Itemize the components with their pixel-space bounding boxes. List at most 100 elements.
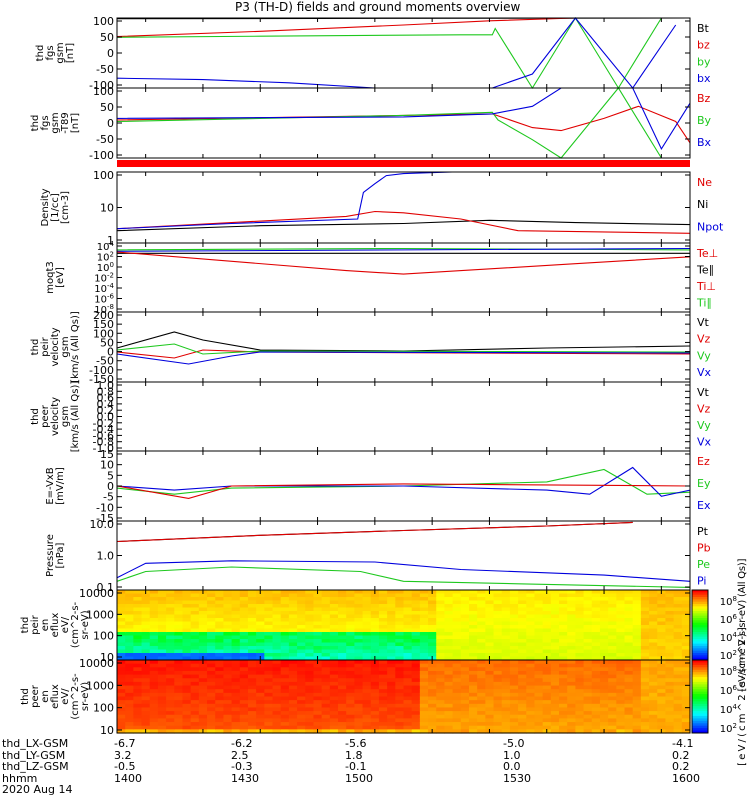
heatmap-cell: [657, 722, 667, 727]
heatmap-cell: [395, 618, 405, 623]
heatmap-cell: [485, 635, 495, 640]
heatmap-cell: [485, 667, 495, 672]
x-axis-block: thd_LX-GSM thd_LY-GSM thd_LZ-GSM hhmm 20…: [2, 738, 72, 796]
colorbar-segment: [692, 718, 708, 722]
heatmap-cell: [526, 663, 536, 668]
heatmap-cell: [632, 714, 642, 719]
heatmap-cell: [378, 667, 388, 672]
legend-entry: Ez: [697, 455, 710, 468]
heatmap-cell: [166, 642, 175, 647]
y-tick-label: 102: [97, 251, 114, 264]
heatmap-cell: [559, 718, 568, 723]
heatmap-cell: [190, 718, 200, 723]
heatmap-cell: [297, 604, 306, 609]
heatmap-cell: [665, 649, 675, 654]
heatmap-cell: [518, 653, 527, 658]
heatmap-cell: [657, 621, 667, 626]
heatmap-cell: [338, 678, 347, 683]
heatmap-cell: [608, 621, 617, 626]
heatmap-cell: [599, 707, 609, 712]
y-tick-label: 0: [107, 346, 114, 359]
heatmap-cell: [477, 685, 486, 690]
heatmap-cell: [338, 646, 347, 651]
heatmap-cell: [550, 725, 560, 730]
heatmap-cell: [419, 681, 429, 687]
legend-entry: Vz: [697, 333, 711, 346]
colorbar-segment: [692, 634, 708, 638]
heatmap-cell: [452, 692, 462, 698]
heatmap-cell: [141, 685, 151, 690]
heatmap-cell: [272, 653, 282, 658]
heatmap-cell: [288, 621, 298, 626]
heatmap-cell: [632, 663, 642, 668]
heatmap-cell: [198, 689, 208, 694]
heatmap-cell: [288, 678, 298, 683]
heatmap-cell: [395, 632, 405, 637]
y-tick-label: 100: [93, 702, 114, 715]
heatmap-cell: [370, 632, 380, 637]
heatmap-cell: [608, 722, 617, 727]
heatmap-cell: [444, 681, 454, 687]
heatmap-cell: [223, 674, 233, 679]
heatmap-cell: [649, 681, 658, 687]
heatmap-cell: [632, 718, 642, 723]
heatmap-cell: [419, 625, 429, 630]
heatmap-cell: [166, 703, 175, 709]
heatmap-cell: [485, 674, 495, 679]
heatmap-cell: [272, 660, 282, 665]
heatmap-cell: [673, 660, 683, 665]
heatmap-cell: [403, 692, 413, 698]
heatmap-cell: [272, 714, 282, 719]
heatmap-cell: [501, 685, 511, 690]
heatmap-cell: [403, 674, 413, 679]
heatmap-cell: [649, 663, 658, 668]
heatmap-cell: [313, 600, 323, 605]
heatmap-cell: [305, 700, 315, 705]
heatmap-cell: [518, 707, 527, 712]
heatmap-cell: [550, 590, 560, 595]
heatmap-cell: [321, 660, 331, 665]
heatmap-cell: [288, 660, 298, 665]
series-blue-line: [116, 247, 691, 252]
heatmap-cell: [673, 696, 683, 701]
heatmap-cell: [657, 718, 667, 723]
heatmap-cell: [624, 707, 634, 712]
heatmap-cell: [460, 646, 470, 651]
heatmap-cell: [567, 639, 576, 644]
heatmap-cell: [346, 681, 355, 687]
heatmap-cell: [133, 714, 143, 719]
heatmap-cell: [632, 707, 642, 712]
heatmap-cell: [591, 696, 601, 701]
heatmap-cell: [649, 646, 658, 651]
heatmap-cell: [649, 696, 658, 701]
heatmap-cell: [477, 714, 486, 719]
heatmap-cell: [280, 618, 290, 623]
heatmap-cell: [288, 696, 298, 701]
heatmap-cell: [305, 653, 315, 658]
heatmap-cell: [567, 700, 576, 705]
heatmap-cell: [207, 714, 216, 719]
colorbar-segment: [692, 664, 708, 668]
heatmap-cell: [509, 646, 519, 651]
heatmap-cell: [403, 707, 413, 712]
heatmap-cell: [215, 678, 225, 683]
colorbar-label: [eV/(cm^2-s-sr-eV)]: [737, 627, 748, 766]
heatmap-cell: [338, 642, 347, 647]
heatmap-cell: [567, 670, 576, 676]
colorbar-segment: [692, 725, 708, 729]
heatmap-cell: [452, 722, 462, 727]
heatmap-cell: [149, 653, 159, 658]
series-blue-line: [116, 87, 691, 151]
x-tick-label: 3.2: [114, 748, 132, 762]
heatmap-cell: [223, 625, 233, 630]
heatmap-cell: [215, 597, 225, 602]
heatmap-cell: [428, 670, 437, 676]
heatmap-cell: [395, 692, 405, 698]
heatmap-cell: [559, 604, 568, 609]
heatmap-cell: [411, 660, 421, 665]
heatmap-cell: [460, 593, 470, 598]
colorbar-segment: [692, 669, 708, 673]
heatmap-cell: [452, 689, 462, 694]
heatmap-cell: [436, 707, 446, 712]
